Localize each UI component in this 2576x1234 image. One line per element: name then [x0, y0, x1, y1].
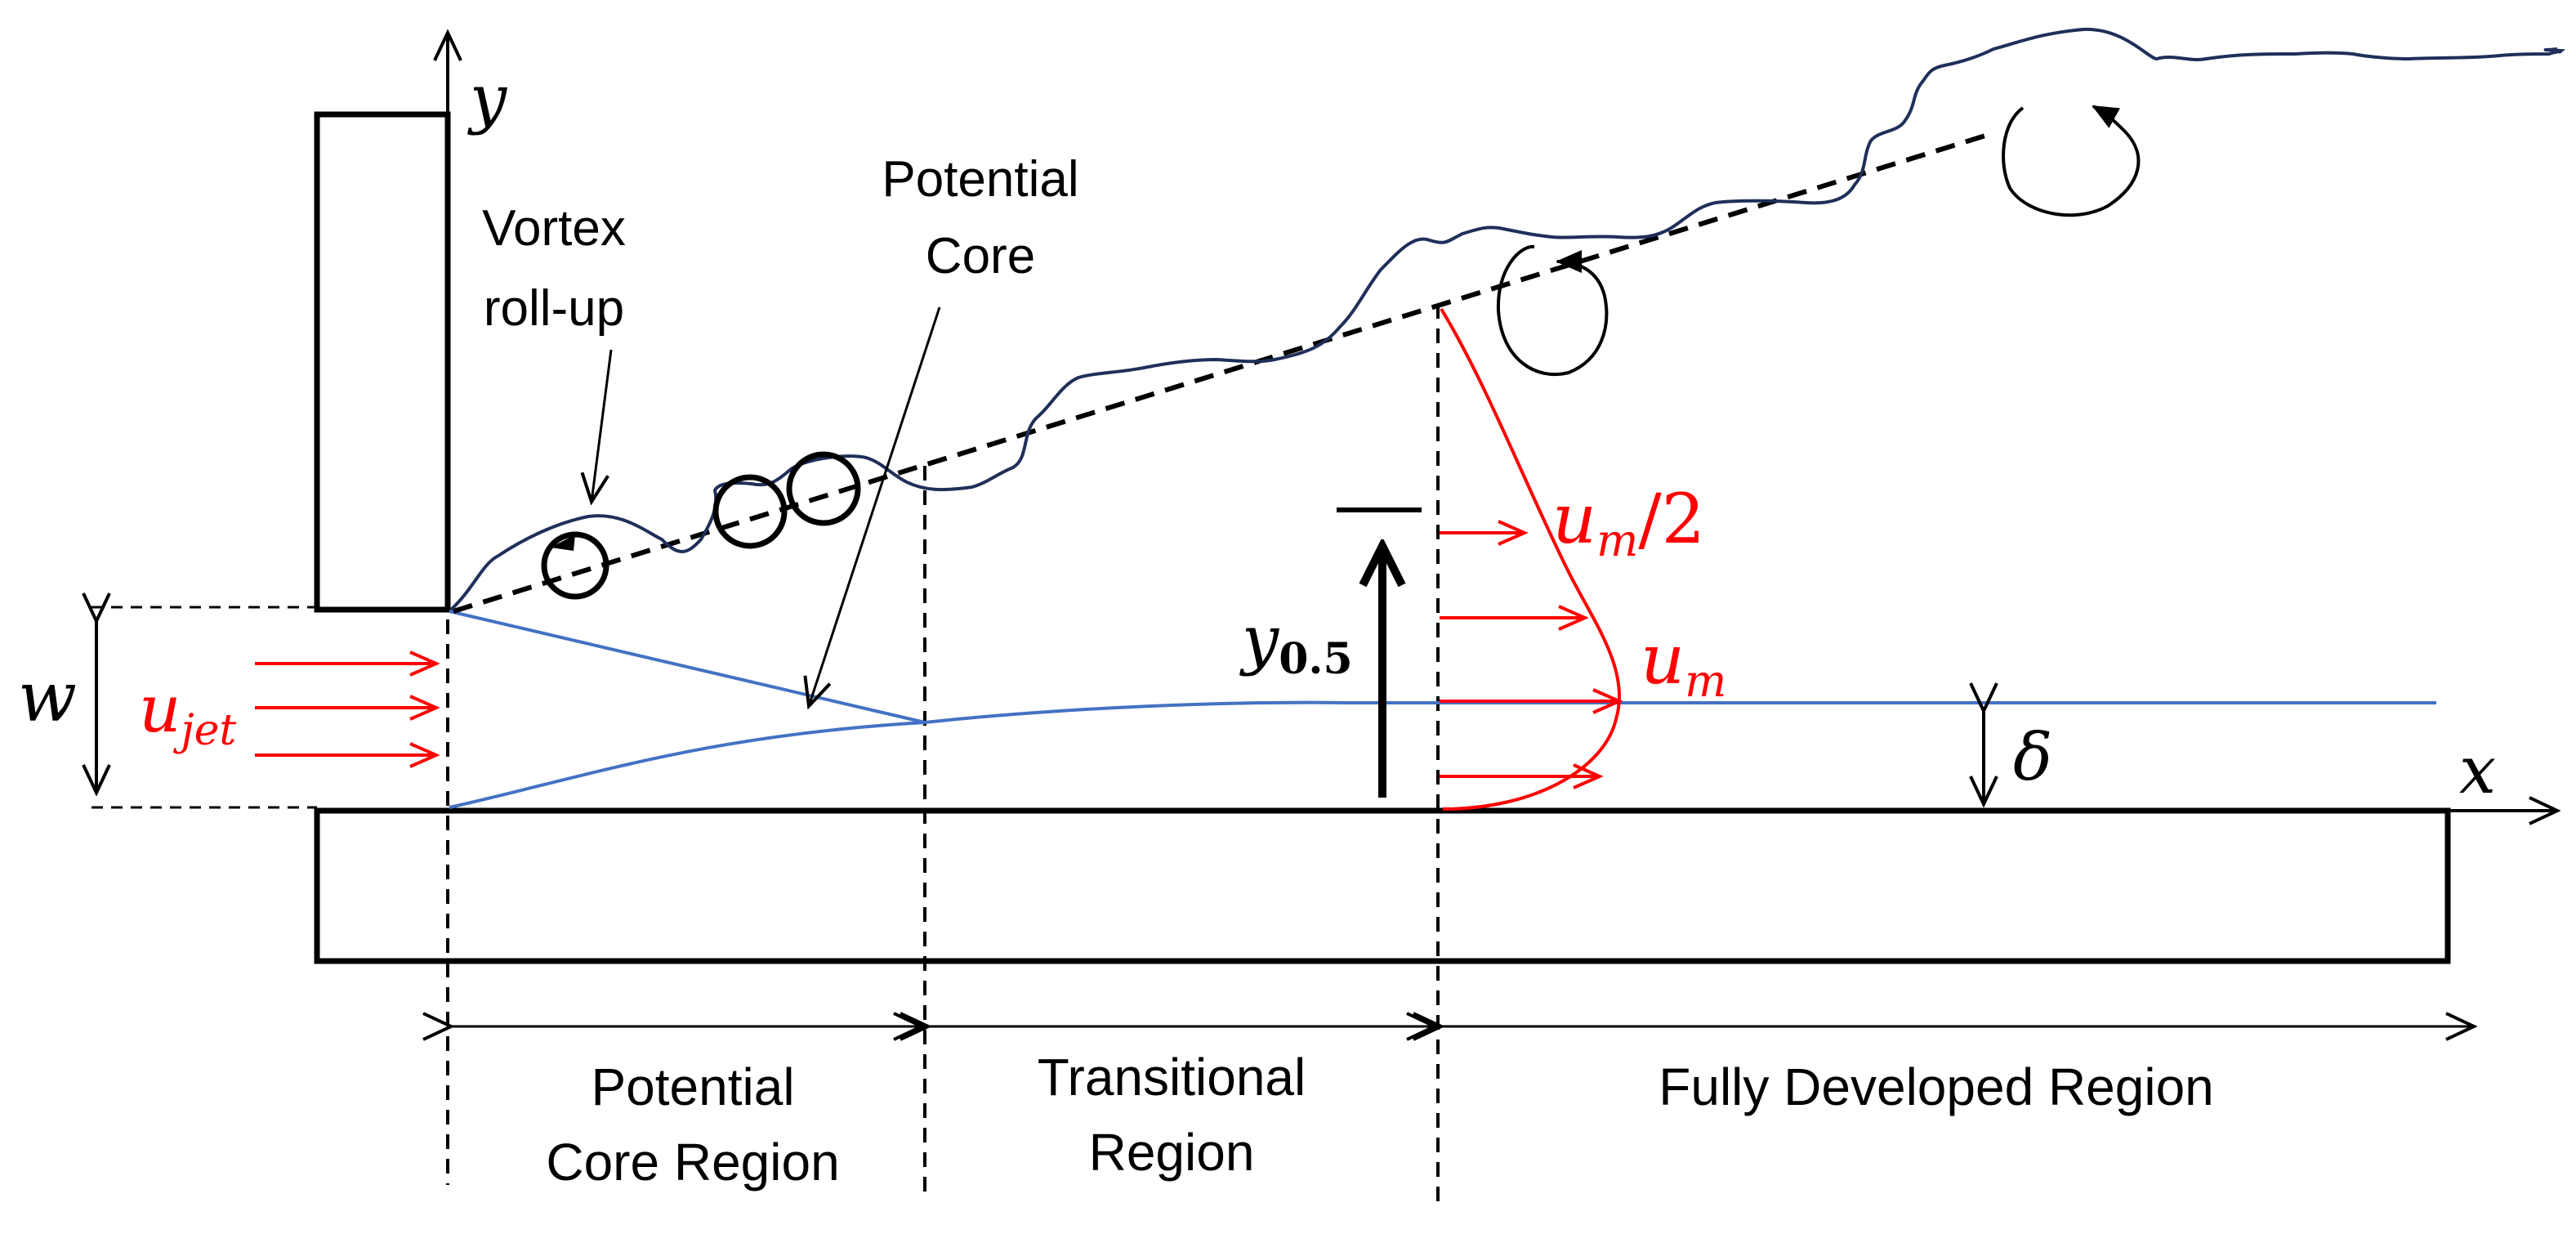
y-half-sub: 0.5 [1279, 634, 1352, 684]
u-jet-sub: jet [173, 706, 237, 755]
y-half-base: y [1239, 601, 1280, 677]
um-half-label: um/2 [1552, 479, 1705, 566]
velocity-max-line [924, 700, 2436, 724]
y-axis-label: y [467, 60, 508, 136]
vortex-rollup-pointer [592, 349, 613, 502]
um-base: u [1641, 619, 1685, 700]
potential-core-pointer [809, 306, 941, 706]
core-upper-boundary [449, 610, 926, 724]
potential-core-label-2: Core [926, 228, 1035, 284]
eddy-mid [1496, 244, 1609, 377]
vortex-circle-2 [712, 474, 788, 549]
vortex-circle-3 [786, 451, 861, 526]
y-half-label: y0.5 [1239, 601, 1353, 684]
vortex-circle-1 [541, 531, 609, 600]
region2-label-1: Transitional [1038, 1048, 1306, 1107]
eddy-far [2002, 105, 2141, 217]
um-half-sub: m [1596, 515, 1638, 566]
bottom-wall [314, 807, 2451, 964]
region1-label-1: Potential [591, 1057, 794, 1116]
velocity-profile [1440, 307, 1621, 811]
vortex-arrow-1 [551, 534, 575, 551]
nozzle-block [314, 111, 451, 613]
um-label: um [1641, 619, 1726, 707]
um-half-suffix: /2 [1638, 479, 1705, 559]
region2-label-2: Region [1089, 1123, 1255, 1182]
core-lower-boundary [449, 721, 926, 809]
jet-spread-line [453, 133, 1986, 614]
u-jet-base: u [139, 671, 181, 747]
region1-label-2: Core Region [546, 1133, 839, 1192]
region3-label: Fully Developed Region [1659, 1057, 2214, 1116]
vortex-rollup-label-1: Vortex [482, 200, 626, 257]
vortex-rollup-label-2: roll-up [484, 280, 624, 337]
turbulent-outer-boundary [449, 27, 2566, 611]
potential-core-label-1: Potential [882, 151, 1078, 208]
w-label: w [18, 657, 77, 737]
u-jet-label: ujet [139, 671, 236, 755]
um-sub: m [1685, 655, 1726, 707]
um-half-base: u [1552, 479, 1596, 559]
x-axis-label: x [2459, 732, 2496, 808]
delta-label: δ [2013, 719, 2052, 795]
